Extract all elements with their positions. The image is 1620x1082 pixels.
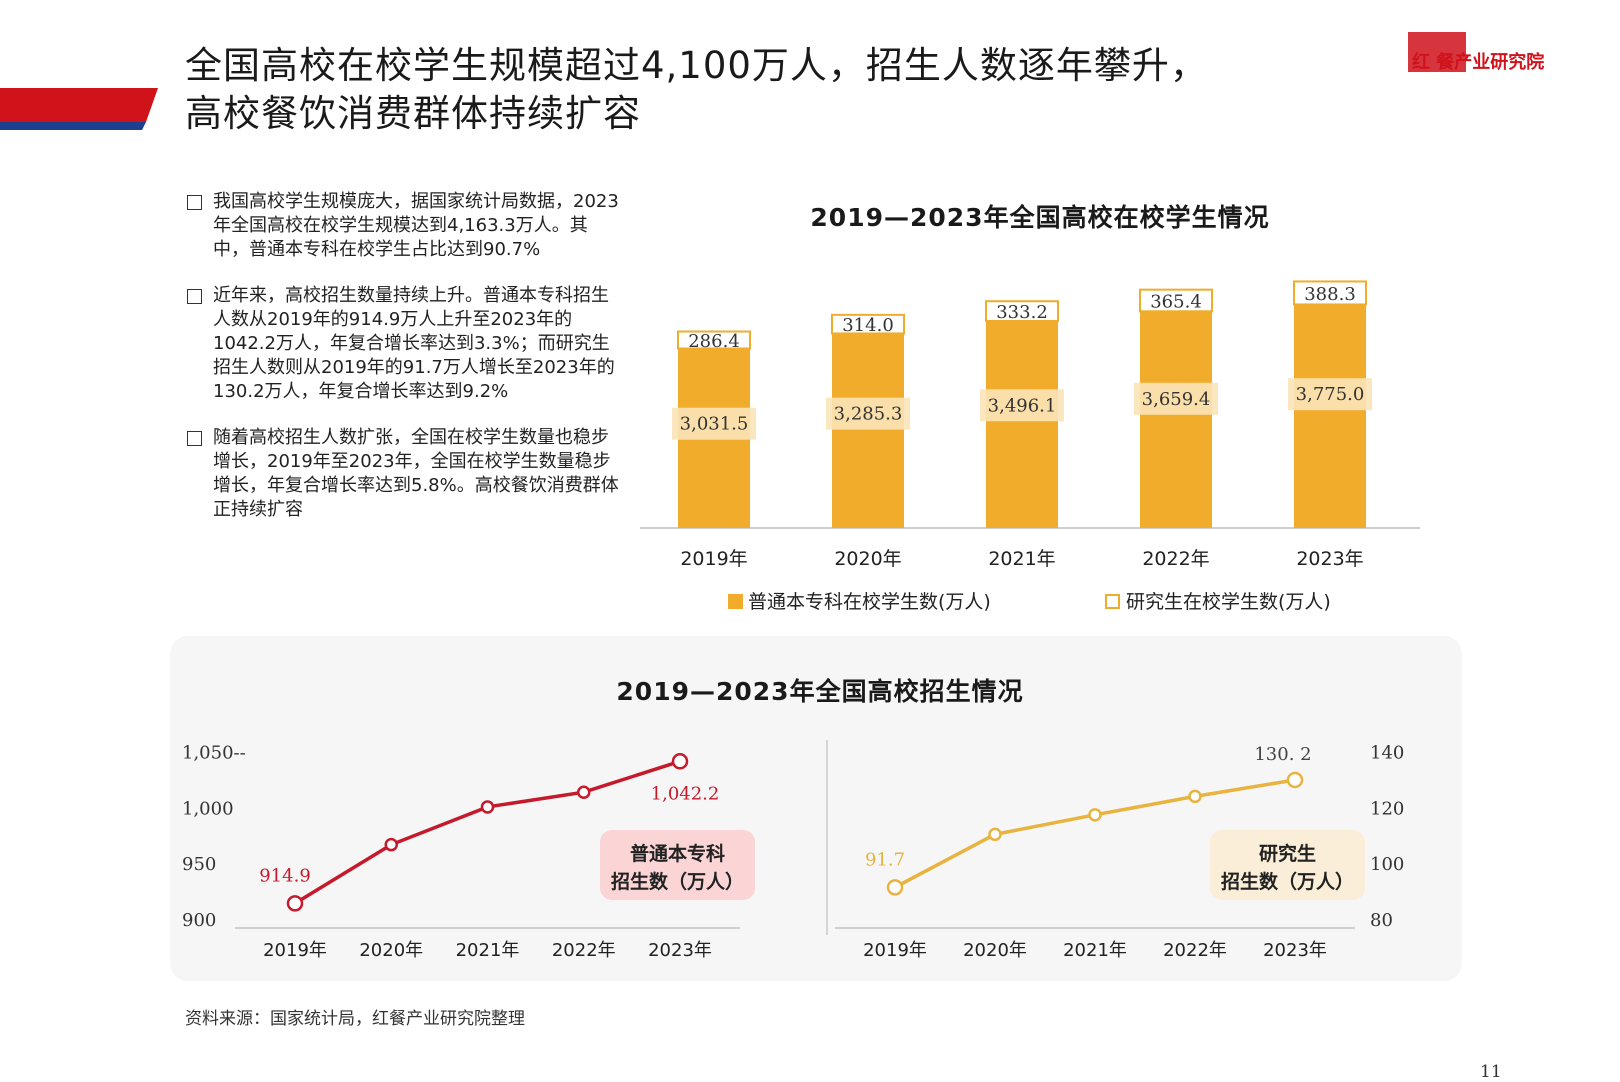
bar-undergrad — [1294, 304, 1366, 528]
page-title: 全国高校在校学生规模超过4,100万人，招生人数逐年攀升， 高校餐饮消费群体持续… — [185, 42, 1315, 138]
header-accent-bar — [0, 88, 158, 130]
data-label-graduate: 388.3 — [1304, 284, 1356, 305]
x-tick-label: 2023年 — [648, 940, 712, 961]
line-chart-title: 2019—2023年全国高校招生情况 — [616, 677, 1024, 706]
data-label-undergrad: 3,775.0 — [1296, 384, 1365, 405]
data-label-bg — [980, 389, 1064, 422]
data-point — [671, 753, 689, 770]
line-chart: 1,050-- 1,000 950 900 2019年 2020年 2021年 2022年 20… — [182, 740, 1404, 961]
legend-swatch-graduate — [1105, 594, 1120, 609]
data-label-first: 914.9 — [259, 865, 311, 886]
data-point — [1286, 771, 1304, 789]
data-label-undergrad: 3,285.3 — [834, 404, 903, 425]
bullet-text: 近年来，高校招生数量持续上升。普通本专科招生人数从2019年的914.9万人上升… — [213, 285, 615, 402]
bullet-item: 随着高校招生人数扩张，全国在校学生数量也稳步增长，2019年至2023年，全国在… — [183, 426, 623, 522]
legend-swatch-undergrad — [728, 594, 743, 609]
enrollment-panel — [170, 636, 1462, 981]
y-tick-label: 1,000 — [182, 798, 234, 819]
bar-chart: 3,031.5 286.4 2019年 3,285.3 314.0 2020年 3,496.… — [640, 280, 1420, 613]
source-note: 资料来源：国家统计局，红餐产业研究院整理 — [185, 1009, 525, 1029]
data-label-undergrad: 3,496.1 — [988, 395, 1057, 416]
data-label-first: 91.7 — [865, 849, 905, 870]
checkbox-square-icon — [187, 195, 202, 210]
data-label-last: 1,042.2 — [651, 783, 720, 804]
bar-graduate — [831, 313, 905, 335]
page-title-line2: 高校餐饮消费群体持续扩容 — [185, 92, 641, 135]
data-label-bg — [672, 407, 756, 440]
logo-mark — [1408, 32, 1466, 72]
bullet-item: 近年来，高校招生数量持续上升。普通本专科招生人数从2019年的914.9万人上升… — [183, 284, 623, 404]
data-label-graduate: 286.4 — [688, 331, 740, 352]
page-title-line1: 全国高校在校学生规模超过4,100万人，招生人数逐年攀升， — [185, 44, 1208, 87]
bullet-text: 我国高校学生规模庞大，据国家统计局数据，2023年全国高校在校学生规模达到4,1… — [213, 191, 619, 260]
bar-graduate — [985, 300, 1059, 322]
x-tick-label: 2022年 — [552, 940, 616, 961]
bullet-text: 随着高校招生人数扩张，全国在校学生数量也稳步增长，2019年至2023年，全国在… — [213, 427, 619, 520]
bar-undergrad — [1140, 311, 1212, 528]
legend-label-graduate: 研究生在校学生数(万人) — [1126, 591, 1331, 613]
y-tick-label: 80 — [1370, 910, 1393, 931]
series-badge-line1: 研究生 — [1259, 842, 1316, 865]
data-point — [384, 837, 398, 852]
bar-graduate — [1139, 288, 1213, 313]
data-point — [988, 827, 1002, 842]
x-tick-label: 2020年 — [834, 548, 901, 570]
data-label-graduate: 365.4 — [1150, 291, 1202, 312]
data-label-graduate: 333.2 — [996, 302, 1048, 323]
data-point — [480, 800, 495, 814]
x-tick-label: 2019年 — [680, 548, 747, 570]
bar-chart-title: 2019—2023年全国高校在校学生情况 — [810, 203, 1270, 232]
data-point — [577, 785, 591, 799]
data-label-bg — [826, 397, 910, 430]
series-badge-line2: 招生数（万人） — [611, 870, 744, 893]
y-tick-label: 1,050-- — [182, 743, 246, 764]
checkbox-square-icon — [187, 289, 202, 304]
y-tick-label: 900 — [182, 910, 216, 931]
page-number: 11 — [1480, 1062, 1502, 1082]
data-label-bg — [1288, 378, 1372, 411]
y-tick-label: 950 — [182, 854, 216, 875]
data-point — [1188, 789, 1202, 804]
y-tick-label: 100 — [1370, 854, 1404, 875]
x-tick-label: 2022年 — [1163, 940, 1227, 961]
data-label-last: 130. 2 — [1254, 744, 1311, 765]
bullet-list: 我国高校学生规模庞大，据国家统计局数据，2023年全国高校在校学生规模达到4,1… — [183, 190, 623, 534]
logo: 红 餐产业研究院 — [1412, 52, 1545, 73]
y-tick-label: 140 — [1370, 743, 1404, 764]
x-tick-label: 2021年 — [1063, 940, 1127, 961]
bar-undergrad — [986, 320, 1058, 528]
x-tick-label: 2021年 — [456, 940, 520, 961]
legend-label-undergrad: 普通本专科在校学生数(万人) — [748, 591, 991, 613]
x-tick-label: 2022年 — [1142, 548, 1209, 570]
data-point — [886, 879, 904, 896]
x-tick-label: 2021年 — [988, 548, 1055, 570]
checkbox-square-icon — [187, 431, 202, 446]
x-tick-label: 2019年 — [263, 940, 327, 961]
series-badge — [1210, 830, 1365, 900]
x-tick-label: 2020年 — [963, 940, 1027, 961]
data-label-graduate: 314.0 — [842, 315, 894, 336]
bar-undergrad — [832, 333, 904, 528]
bullet-item: 我国高校学生规模庞大，据国家统计局数据，2023年全国高校在校学生规模达到4,1… — [183, 190, 623, 262]
x-tick-label: 2020年 — [359, 940, 423, 961]
series-badge — [600, 830, 755, 900]
data-label-undergrad: 3,031.5 — [680, 414, 749, 435]
data-label-bg — [1134, 382, 1218, 415]
bar-graduate — [1293, 280, 1367, 306]
bar-graduate — [677, 330, 751, 350]
x-tick-label: 2019年 — [863, 940, 927, 961]
series-badge-line2: 招生数（万人） — [1221, 870, 1354, 893]
data-point — [1088, 808, 1102, 822]
data-point — [286, 895, 304, 912]
y-tick-label: 120 — [1370, 798, 1404, 819]
series-badge-line1: 普通本专科 — [630, 842, 725, 865]
data-label-undergrad: 3,659.4 — [1142, 389, 1211, 410]
x-tick-label: 2023年 — [1263, 940, 1327, 961]
x-tick-label: 2023年 — [1296, 548, 1363, 570]
